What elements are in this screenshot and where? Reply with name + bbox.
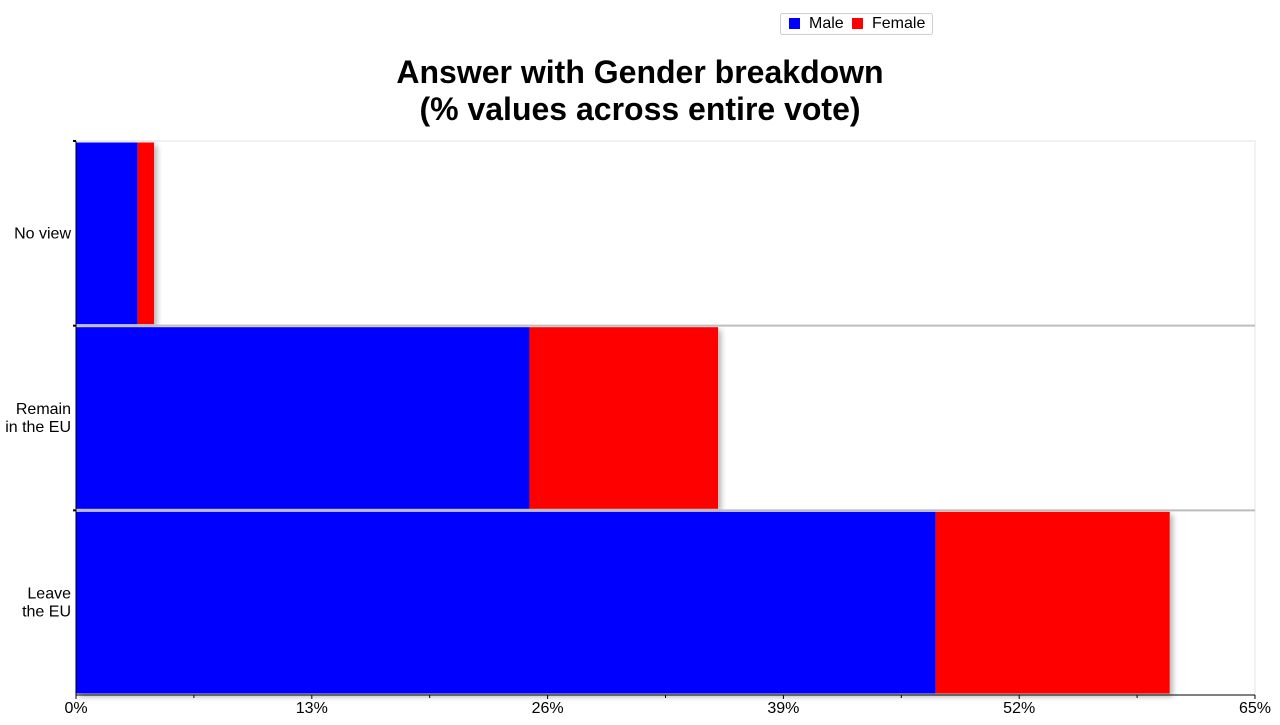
x-tick-label: 52% <box>1003 700 1035 717</box>
legend-swatch-male <box>789 18 800 29</box>
bars-layer <box>76 142 1170 694</box>
x-tick-label: 26% <box>532 700 564 717</box>
bar-male-0 <box>76 142 138 325</box>
x-tick-label: 0% <box>64 700 87 717</box>
y-tick-label: the EU <box>22 604 71 621</box>
x-tick-label: 65% <box>1239 700 1271 717</box>
legend-label-female: Female <box>872 15 925 32</box>
x-tick-label: 39% <box>767 700 799 717</box>
y-tick-label: Remain <box>16 401 71 418</box>
y-tick-label: No view <box>14 225 71 242</box>
bar-female-1 <box>529 327 719 509</box>
legend-swatch-female <box>852 18 863 29</box>
chart-subtitle: (% values across entire vote) <box>419 91 860 127</box>
x-tick-label: 13% <box>296 700 328 717</box>
bar-male-2 <box>76 511 936 694</box>
legend: Male Female <box>780 13 933 35</box>
chart-title: Answer with Gender breakdown <box>396 54 883 90</box>
y-tick-label: in the EU <box>5 419 71 436</box>
y-tick-label: Leave <box>27 586 71 603</box>
bar-female-0 <box>137 142 154 325</box>
legend-label-male: Male <box>809 15 844 32</box>
bar-male-1 <box>76 327 530 509</box>
bar-female-2 <box>935 511 1170 694</box>
